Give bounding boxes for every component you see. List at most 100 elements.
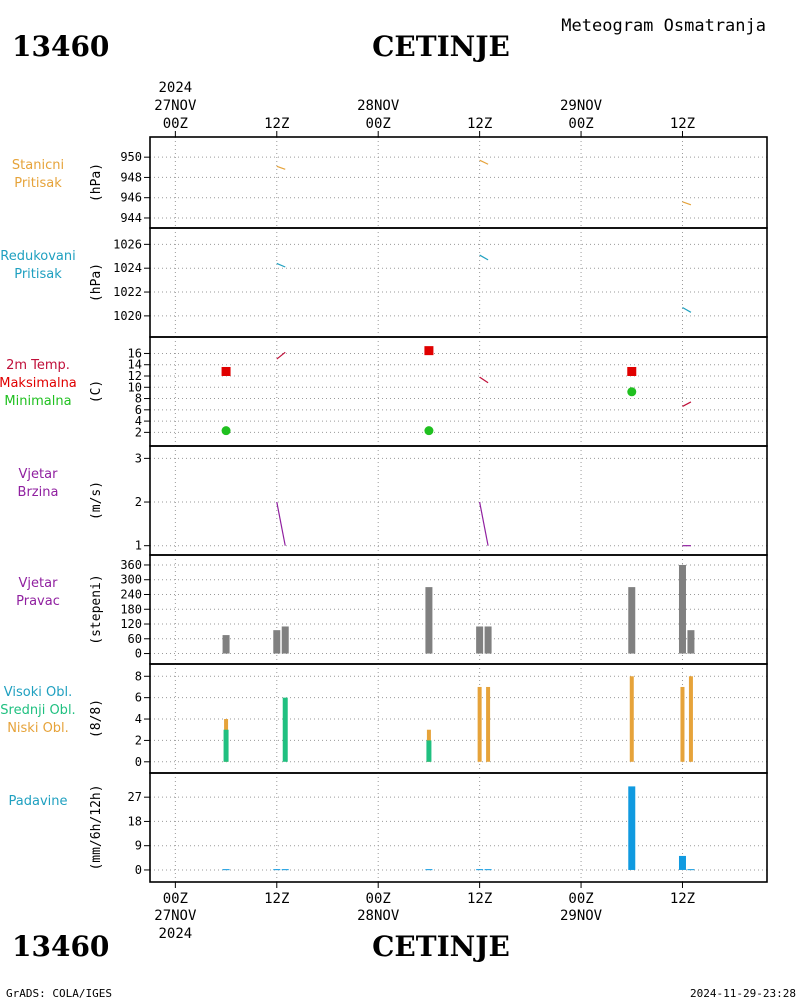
bar-wind-direction bbox=[628, 587, 636, 654]
bar-precipitation bbox=[281, 869, 289, 871]
series-line bbox=[479, 376, 489, 384]
ytick-label: 1022 bbox=[113, 285, 142, 299]
ytick-label: 27 bbox=[128, 790, 142, 804]
footer-station-name: CETINJE bbox=[372, 930, 510, 963]
panel-label: Niski Obl. bbox=[7, 721, 69, 736]
top-date-label: 29NOV bbox=[560, 98, 603, 114]
bar-precipitation bbox=[425, 869, 433, 871]
top-year-label: 2024 bbox=[158, 80, 192, 96]
bar-precipitation bbox=[687, 869, 695, 871]
panel-label: Minimalna bbox=[4, 394, 71, 409]
bottom-year-label: 2024 bbox=[158, 926, 192, 942]
panel-label: Redukovani bbox=[0, 249, 75, 264]
panel-label: Srednji Obl. bbox=[0, 703, 75, 718]
ytick-label: 948 bbox=[120, 170, 142, 184]
panel-precipitation: 0 9 18 27 (mm/6h/12h) Padavine bbox=[9, 772, 768, 883]
panel-label: Padavine bbox=[9, 794, 68, 809]
top-tick-label: 00Z bbox=[366, 116, 391, 132]
header-station-id: 13460 bbox=[12, 30, 109, 63]
footer-credit: GrADS: COLA/IGES bbox=[6, 987, 112, 1000]
series-line bbox=[479, 501, 489, 546]
ylabel-temperature: (C) bbox=[89, 380, 104, 403]
ytick-label: 10 bbox=[128, 380, 142, 394]
panel-station-pressure: 944 946 948 950 (hPa) Stanicni Pritisak bbox=[12, 136, 768, 229]
ytick-label: 9 bbox=[135, 839, 142, 853]
footer-timestamp: 2024-11-29-23:28 bbox=[690, 987, 796, 1000]
panel-label: Visoki Obl. bbox=[4, 685, 72, 700]
panel-label: Vjetar bbox=[19, 576, 59, 591]
bottom-tick-label: 12Z bbox=[670, 891, 695, 907]
top-tick-label: 12Z bbox=[467, 116, 492, 132]
top-date-label: 27NOV bbox=[154, 98, 197, 114]
ytick-label: 300 bbox=[120, 573, 142, 587]
panel-label: Stanicni bbox=[12, 158, 64, 173]
ytick-label: 8 bbox=[135, 669, 142, 683]
ytick-label: 8 bbox=[135, 392, 142, 406]
top-tick-label: 00Z bbox=[163, 116, 188, 132]
ytick-label: 0 bbox=[135, 647, 142, 661]
max-marker bbox=[627, 366, 637, 376]
bar-wind-direction bbox=[687, 630, 695, 654]
ytick-label: 60 bbox=[128, 632, 142, 646]
panel-frame bbox=[149, 136, 768, 229]
bar-precipitation bbox=[273, 869, 281, 871]
series-line bbox=[276, 351, 286, 360]
bar-cloud bbox=[282, 697, 288, 762]
top-tick-label: 12Z bbox=[264, 116, 289, 132]
top-time-axis: 00Z 27NOV 2024 12Z 00Z 28NOV 12Z 00Z 29NOV 12Z bbox=[154, 80, 695, 137]
ytick-label: 3 bbox=[135, 451, 142, 465]
bar-cloud bbox=[486, 686, 491, 762]
bottom-tick-label: 12Z bbox=[264, 891, 289, 907]
bar-wind-direction bbox=[476, 626, 484, 654]
ytick-label: 18 bbox=[128, 814, 142, 828]
ytick-label: 1020 bbox=[113, 309, 142, 323]
ytick-label: 1024 bbox=[113, 261, 142, 275]
bar-wind-direction bbox=[273, 630, 281, 654]
series-line bbox=[276, 501, 286, 546]
bar-precipitation bbox=[484, 869, 492, 871]
panel-reduced-pressure: 1020 1022 1024 1026 (hPa) Redukovani Pritisak bbox=[0, 227, 768, 338]
panel-label: Pritisak bbox=[14, 267, 62, 282]
max-marker bbox=[221, 366, 231, 376]
bar-wind-direction bbox=[222, 635, 230, 654]
bar-wind-direction bbox=[678, 564, 686, 654]
panel-label: Vjetar bbox=[19, 467, 59, 482]
ytick-label: 180 bbox=[120, 602, 142, 616]
panel-label: Maksimalna bbox=[0, 376, 77, 391]
ytick-label: 6 bbox=[135, 403, 142, 417]
bar-wind-direction bbox=[484, 626, 492, 654]
min-marker bbox=[221, 426, 231, 436]
bar-cloud bbox=[688, 676, 693, 762]
series-line bbox=[682, 401, 692, 407]
series-line bbox=[276, 262, 286, 268]
top-tick-label: 12Z bbox=[670, 116, 695, 132]
bar-wind-direction bbox=[425, 587, 433, 654]
ytick-label: 120 bbox=[120, 617, 142, 631]
ytick-label: 1 bbox=[135, 539, 142, 553]
panel-frame bbox=[149, 663, 768, 774]
ytick-label: 6 bbox=[135, 691, 142, 705]
min-marker bbox=[424, 426, 434, 436]
series-line bbox=[276, 165, 286, 170]
ytick-label: 944 bbox=[120, 211, 142, 225]
ytick-label: 946 bbox=[120, 191, 142, 205]
ylabel-precipitation: (mm/6h/12h) bbox=[89, 784, 104, 870]
ytick-label: 2 bbox=[135, 733, 142, 747]
ytick-label: 0 bbox=[135, 863, 142, 877]
ytick-label: 2 bbox=[135, 425, 142, 439]
bottom-date-label: 28NOV bbox=[357, 908, 400, 924]
bar-precipitation bbox=[222, 869, 230, 871]
max-marker bbox=[424, 346, 434, 356]
ytick-label: 12 bbox=[128, 369, 142, 383]
ytick-label: 14 bbox=[128, 358, 142, 372]
panel-label: Pravac bbox=[16, 594, 60, 609]
panel-cloud-cover: 0 2 4 6 8 (8/8) Visoki Obl. Srednji Obl. Niski O… bbox=[0, 663, 768, 774]
bottom-date-label: 27NOV bbox=[154, 908, 197, 924]
bottom-tick-label: 00Z bbox=[366, 891, 391, 907]
ylabel-wind-direction: (stepeni) bbox=[89, 574, 104, 644]
panel-frame bbox=[149, 772, 768, 883]
ytick-label: 16 bbox=[128, 346, 142, 360]
header-station-name: CETINJE bbox=[372, 30, 510, 63]
